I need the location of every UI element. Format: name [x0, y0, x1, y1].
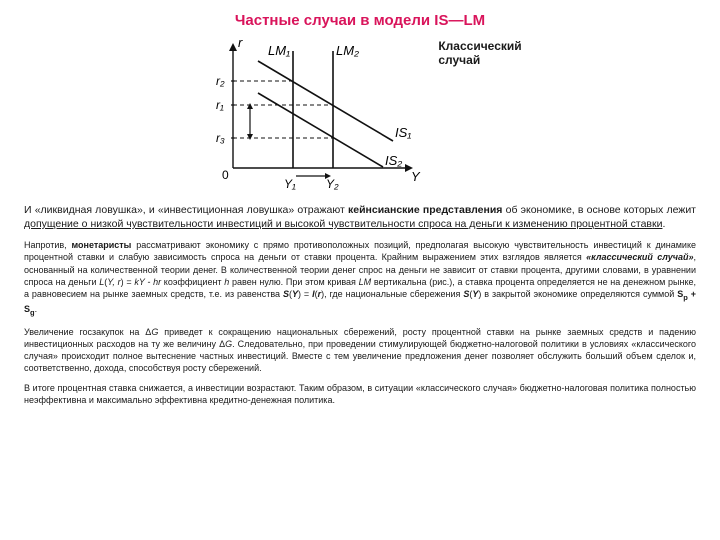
islm-diagram: r Y 0 r₂ r₁ r₃ Y₁ Y₂ LM₁ LM₂ IS₁ IS₂ [198, 33, 428, 193]
paragraph-4: В итоге процентная ставка снижается, а и… [24, 382, 696, 406]
svg-text:r₁: r₁ [216, 98, 224, 112]
svg-text:r₂: r₂ [216, 74, 225, 88]
svg-text:LM₂: LM₂ [336, 43, 359, 58]
svg-text:IS₁: IS₁ [395, 125, 411, 140]
caption-line2: случай [438, 53, 480, 67]
paragraph-3: Увеличение госзакупок на ΔG приведет к с… [24, 326, 696, 375]
svg-text:LM₁: LM₁ [268, 43, 290, 58]
svg-text:IS₂: IS₂ [385, 153, 402, 168]
figure-caption: Классический случай [438, 33, 521, 68]
caption-line1: Классический [438, 39, 521, 53]
figure-row: r Y 0 r₂ r₁ r₃ Y₁ Y₂ LM₁ LM₂ IS₁ IS₂ Кла… [24, 33, 696, 193]
svg-text:Y: Y [411, 169, 421, 184]
svg-text:Y₂: Y₂ [326, 177, 339, 191]
svg-text:Y₁: Y₁ [284, 177, 296, 191]
page-title: Частные случаи в модели IS—LM [24, 12, 696, 29]
svg-text:0: 0 [222, 168, 229, 182]
svg-text:r₃: r₃ [216, 131, 225, 145]
svg-text:r: r [238, 35, 243, 50]
paragraph-1: И «ликвидная ловушка», и «инвестиционная… [24, 203, 696, 231]
paragraph-2: Напротив, монетаристы рассматривают экон… [24, 239, 696, 317]
